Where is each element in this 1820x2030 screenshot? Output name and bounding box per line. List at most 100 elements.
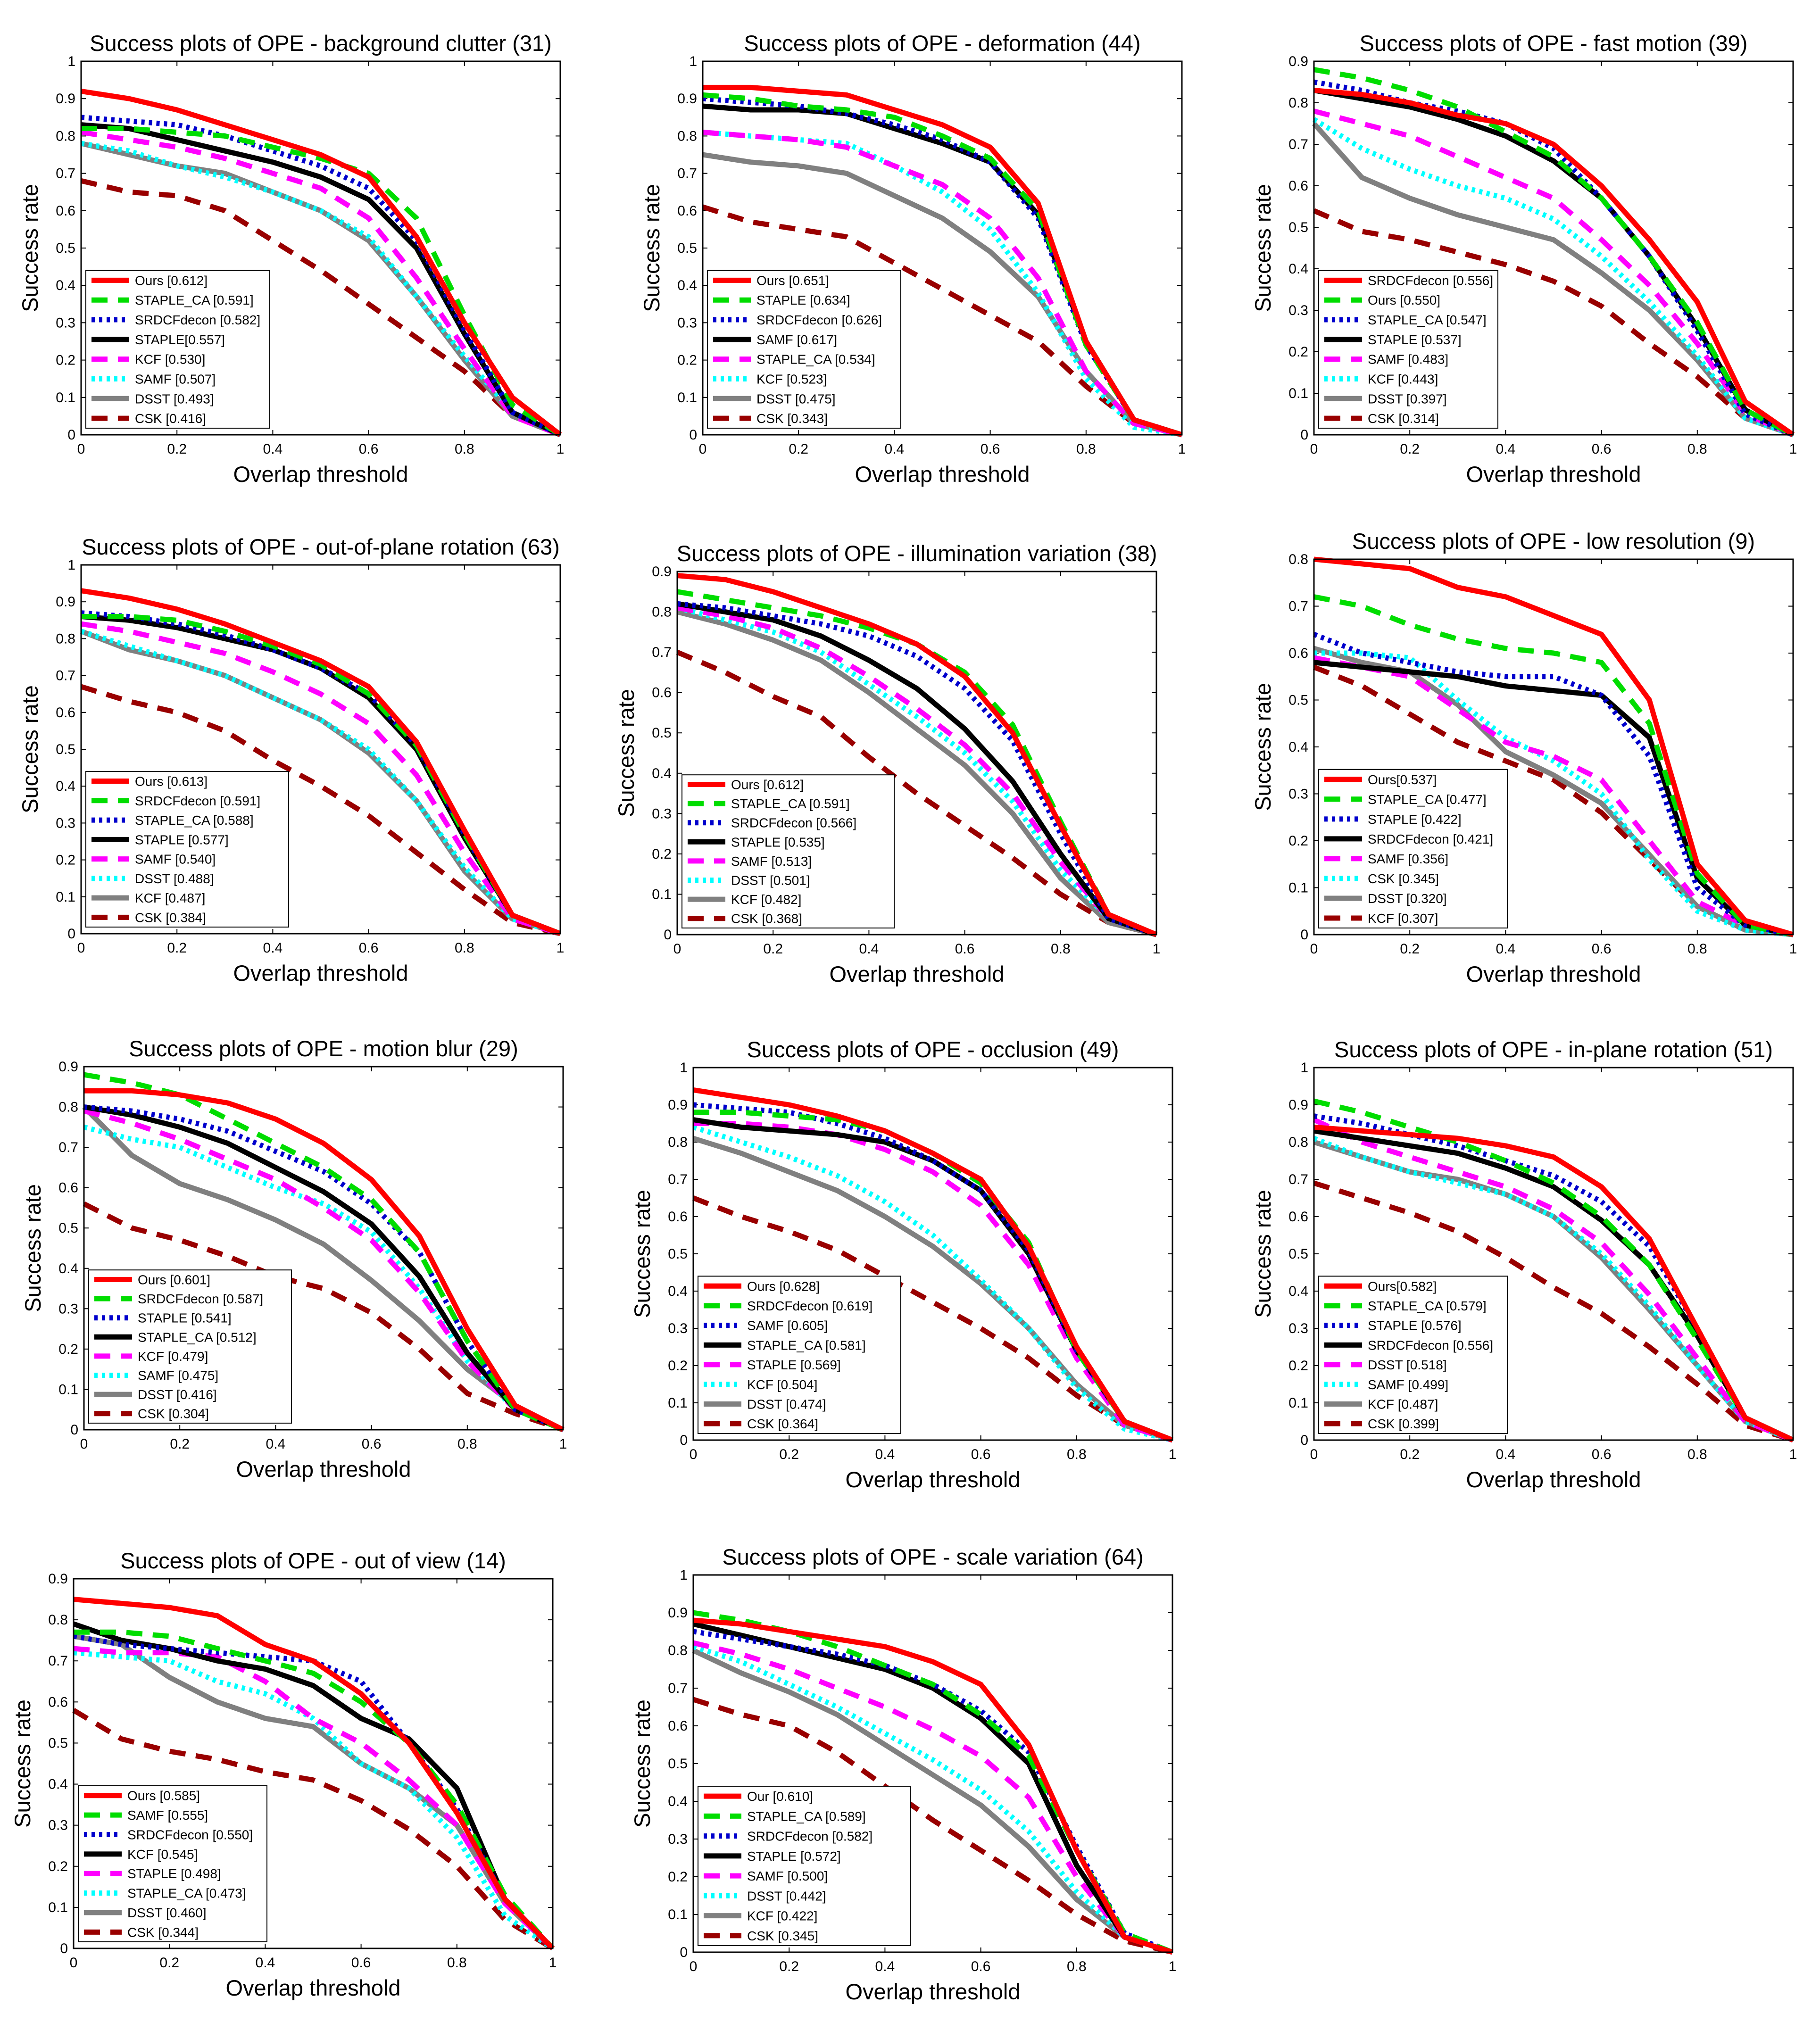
- x-tick-label: 0: [1310, 941, 1318, 957]
- legend-label: SRDCFdecon [0.626]: [756, 313, 882, 327]
- legend-label: STAPLE_CA [0.512]: [138, 1330, 257, 1344]
- series-group: [702, 84, 1183, 438]
- series-line-magenta: [83, 1108, 565, 1433]
- legend-label: DSST [0.442]: [747, 1889, 826, 1903]
- series-line-cyan: [83, 1124, 565, 1433]
- y-tick-label: 0.2: [56, 853, 75, 868]
- series-line-cyan: [1314, 650, 1794, 937]
- y-tick-label: 0.9: [58, 1059, 78, 1075]
- y-tick-label: 0.3: [677, 315, 697, 331]
- series-line-cyan: [1313, 1135, 1794, 1443]
- y-tick-label: 0: [680, 1945, 688, 1960]
- y-tick-label: 0.5: [58, 1220, 78, 1236]
- series-line-green: [83, 1072, 565, 1433]
- series-line-gray: [676, 609, 1157, 937]
- series-line-black: [677, 601, 1157, 937]
- x-axis-label: Overlap threshold: [855, 462, 1030, 487]
- x-axis-label: Overlap threshold: [1466, 462, 1641, 487]
- legend-label: STAPLE [0.541]: [138, 1311, 232, 1326]
- series-line-red: [1313, 556, 1794, 937]
- legend-label: SRDCFdecon [0.591]: [135, 794, 260, 808]
- x-tick-label: 0.6: [971, 1447, 991, 1462]
- legend-label: CSK [0.344]: [127, 1925, 199, 1939]
- x-tick-label: 0.6: [981, 441, 1000, 457]
- y-tick-label: 0.7: [668, 1172, 688, 1187]
- x-tick-label: 0: [673, 941, 681, 957]
- y-tick-label: 0.2: [1288, 344, 1308, 360]
- series-line-green: [1313, 594, 1794, 937]
- legend-label: SRDCFdecon [0.556]: [1368, 273, 1493, 288]
- y-tick-label: 0.5: [1288, 220, 1308, 235]
- x-tick-label: 0.2: [763, 941, 783, 957]
- y-tick-label: 0.9: [1288, 54, 1308, 69]
- series-line-maroon: [702, 204, 1183, 438]
- y-tick-label: 0: [60, 1941, 68, 1956]
- series-group: [692, 1087, 1173, 1443]
- series-line-red: [84, 1088, 565, 1432]
- legend-label: CSK [0.364]: [747, 1417, 818, 1431]
- y-tick-label: 0.8: [668, 1643, 688, 1658]
- legend-label: CSK [0.343]: [756, 411, 828, 426]
- legend-box: [698, 1276, 901, 1434]
- legend-label: DSST [0.493]: [135, 391, 214, 406]
- series-line-blue: [83, 1104, 565, 1433]
- legend-label: DSST [0.488]: [135, 871, 214, 886]
- y-tick-label: 0.1: [1288, 386, 1308, 401]
- series-line-maroon: [80, 684, 561, 936]
- chart-panel-10: 0 0.1 0.2 0.3 0.4 0.5 0.6 0.7 0.8 0.9 0 0.2 0.4 0.6 0.…: [10, 1548, 557, 2000]
- chart-title: Success plots of OPE - in-plane rotation…: [1334, 1037, 1773, 1062]
- y-axis-label: Success rate: [639, 184, 664, 312]
- y-tick-label: 0.2: [652, 846, 672, 862]
- legend-label: Our [0.610]: [747, 1789, 813, 1804]
- x-tick-label: 0.2: [170, 1436, 190, 1452]
- y-tick-label: 0.8: [677, 128, 697, 144]
- series-line-gray: [692, 1135, 1173, 1443]
- legend-label: KCF [0.530]: [135, 352, 205, 367]
- y-tick-label: 0.9: [48, 1571, 68, 1587]
- legend-label: STAPLE[0.557]: [135, 332, 225, 347]
- x-axis-label: Overlap threshold: [233, 961, 408, 986]
- x-tick-label: 0.6: [362, 1436, 382, 1452]
- series-line-cyan: [692, 1644, 1173, 1955]
- y-tick-label: 0.8: [56, 128, 75, 144]
- chart-title: Success plots of OPE - occlusion (49): [747, 1037, 1119, 1062]
- x-tick-label: 0: [70, 1955, 78, 1971]
- y-tick-label: 0.6: [668, 1209, 688, 1225]
- legend-label: CSK [0.345]: [747, 1929, 818, 1943]
- legend-label: STAPLE [0.572]: [747, 1849, 841, 1864]
- legend-box: [85, 270, 270, 429]
- series-line-red: [693, 1087, 1173, 1443]
- legend-label: SAMF [0.475]: [138, 1368, 218, 1383]
- y-tick-label: 0.9: [56, 91, 75, 107]
- y-tick-label: 0.7: [1288, 137, 1308, 152]
- y-tick-label: 0.2: [677, 353, 697, 368]
- legend-label: STAPLE [0.577]: [135, 832, 229, 847]
- legend-label: Ours [0.612]: [731, 778, 804, 792]
- legend: Ours [0.613] SRDCFdecon [0.591] STAPLE_CA …: [85, 771, 289, 928]
- series-line-magenta: [81, 621, 561, 936]
- chart-title: Success plots of OPE - out-of-plane rota…: [82, 534, 560, 559]
- y-tick-label: 0.4: [48, 1777, 68, 1792]
- y-tick-label: 0: [67, 427, 75, 443]
- legend-label: CSK [0.314]: [1368, 411, 1439, 426]
- y-tick-label: 0.5: [56, 240, 75, 256]
- series-group: [80, 88, 562, 438]
- y-tick-label: 1: [680, 1567, 688, 1583]
- y-tick-label: 0.1: [668, 1395, 688, 1411]
- x-tick-label: 1: [549, 1955, 557, 1971]
- y-tick-label: 0.7: [1288, 1172, 1308, 1187]
- series-line-cyan: [80, 629, 561, 936]
- series-line-maroon: [72, 1708, 554, 1951]
- series-line-cyan: [73, 1650, 555, 1951]
- x-tick-label: 0: [690, 1447, 698, 1462]
- legend-box: [85, 771, 289, 928]
- y-tick-label: 0.4: [677, 278, 697, 293]
- x-axis-label: Overlap threshold: [233, 462, 408, 487]
- y-tick-label: 0.9: [1288, 1097, 1308, 1113]
- x-tick-label: 0: [1310, 1447, 1318, 1462]
- y-tick-label: 0.5: [677, 240, 697, 256]
- series-line-red: [81, 88, 562, 437]
- y-axis-label: Success rate: [614, 689, 639, 817]
- x-tick-label: 1: [557, 940, 565, 956]
- y-tick-label: 1: [67, 54, 75, 69]
